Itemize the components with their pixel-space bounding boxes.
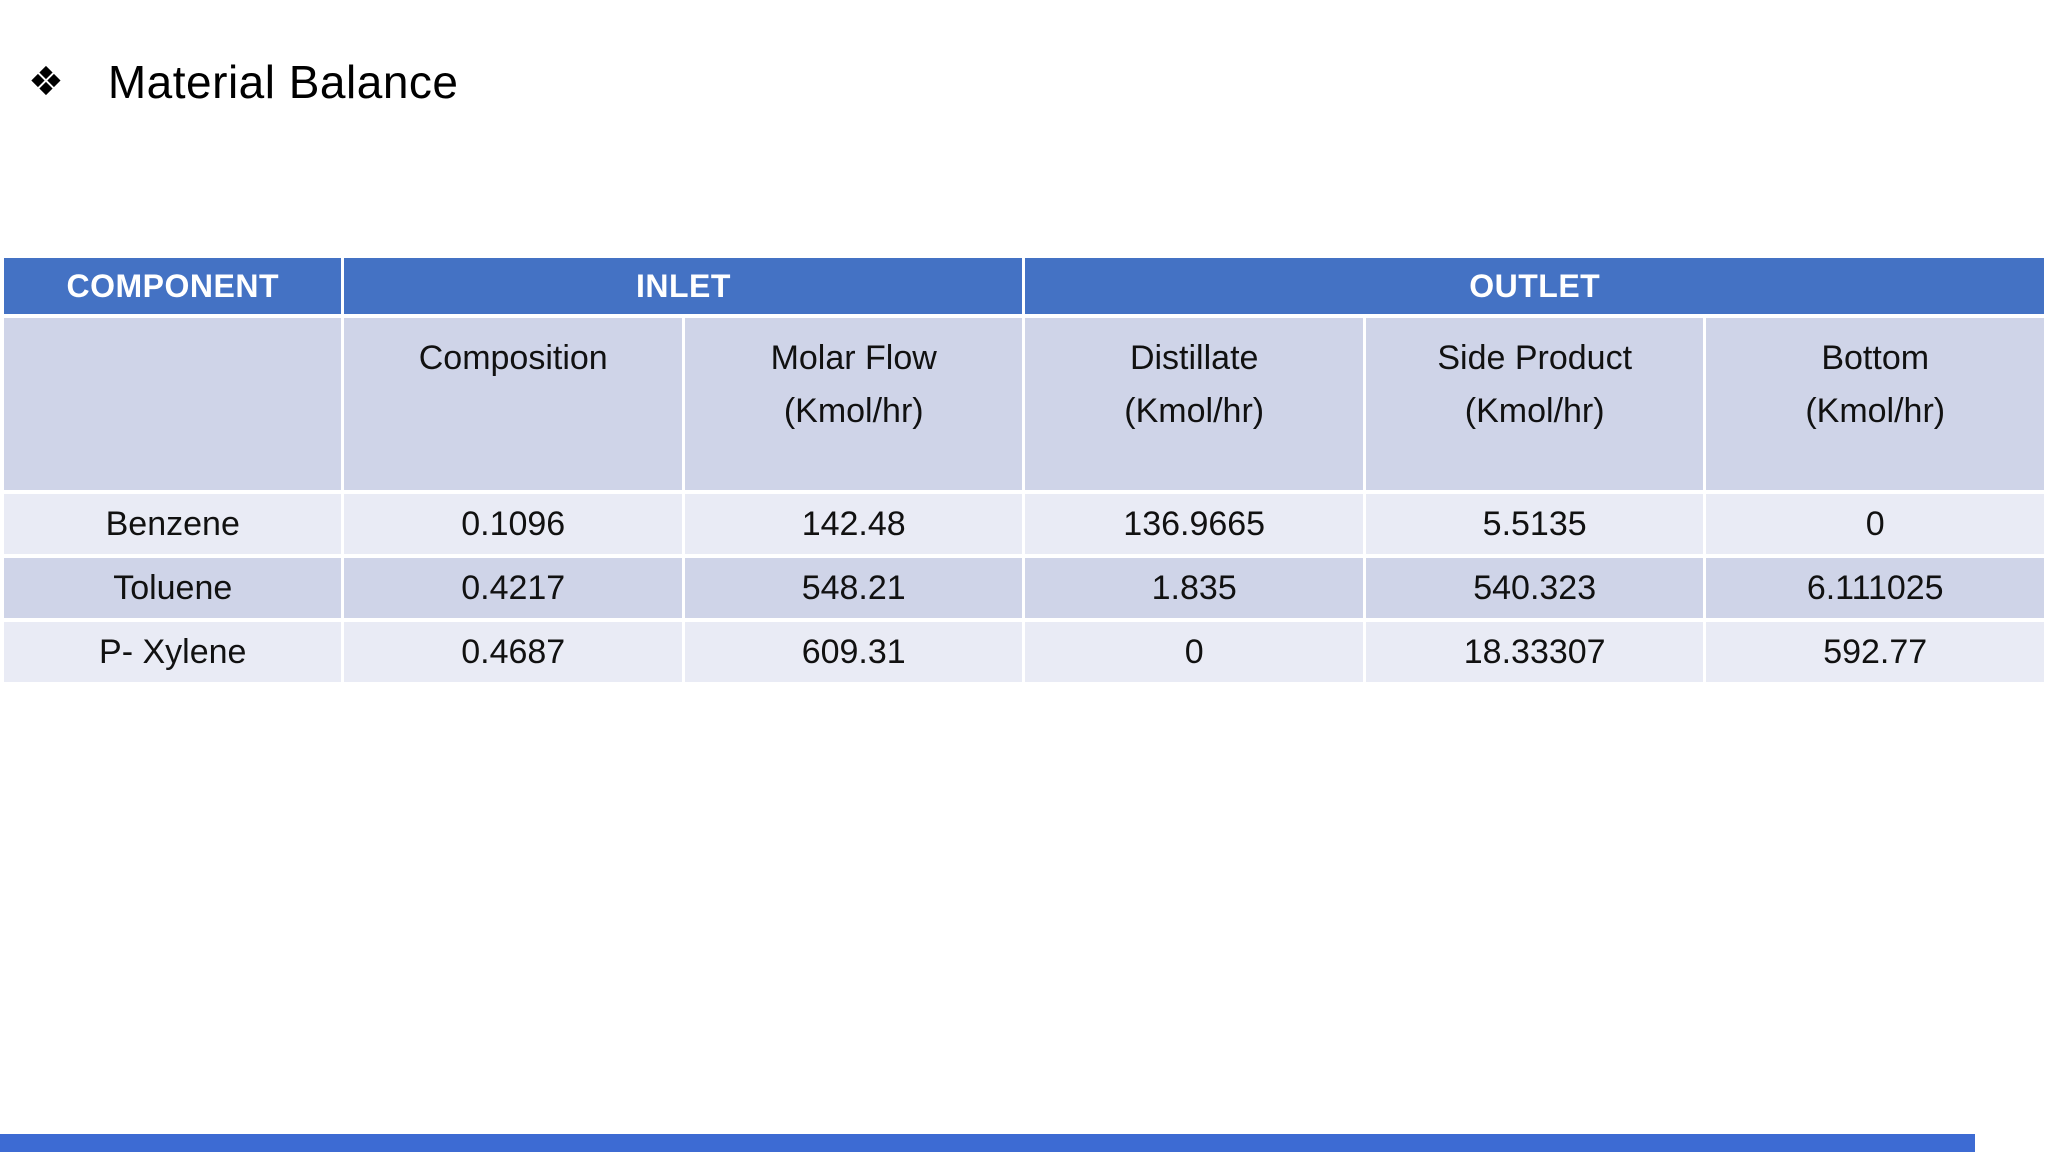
table-subheader-row: Composition Molar Flow (Kmol/hr) Distill…	[4, 318, 2044, 490]
material-balance-table: COMPONENT INLET OUTLET Composition Molar…	[1, 254, 2047, 686]
diamond-bullet-icon: ❖	[28, 60, 64, 105]
table-cell: 0	[1025, 622, 1363, 682]
subheader-cell-distillate: Distillate (Kmol/hr)	[1025, 318, 1363, 490]
header-cell-inlet: INLET	[344, 258, 1023, 314]
page-title: Material Balance	[107, 56, 459, 108]
subheader-label: Distillate	[1129, 339, 1259, 377]
table-header-row: COMPONENT INLET OUTLET	[4, 258, 2044, 314]
table-cell: 0.4217	[344, 558, 682, 618]
subheader-label: Bottom	[1821, 339, 1930, 377]
table-cell: 609.31	[684, 622, 1023, 682]
table-row-toluene: Toluene 0.4217 548.21 1.835 540.323 6.11…	[4, 558, 2044, 618]
subheader-unit: (Kmol/hr)	[783, 391, 924, 430]
subheader-unit: (Kmol/hr)	[1464, 391, 1605, 430]
table-cell: 142.48	[684, 494, 1023, 554]
table-cell: 0.1096	[344, 494, 682, 554]
table-cell: 18.33307	[1365, 622, 1704, 682]
component-name-cell: P- Xylene	[4, 622, 342, 682]
table-cell: 548.21	[684, 558, 1023, 618]
component-name-cell: Toluene	[4, 558, 342, 618]
subheader-cell-side-product: Side Product (Kmol/hr)	[1365, 318, 1704, 490]
header-cell-outlet: OUTLET	[1025, 258, 2044, 314]
table-cell: 0.4687	[344, 622, 682, 682]
table-cell: 540.323	[1365, 558, 1704, 618]
table-cell: 0	[1706, 494, 2044, 554]
table-cell: 136.9665	[1025, 494, 1363, 554]
subheader-unit: (Kmol/hr)	[1805, 391, 1946, 430]
component-name-cell: Benzene	[4, 494, 342, 554]
table-cell: 592.77	[1706, 622, 2044, 682]
slide-title-row: ❖ Material Balance	[28, 56, 458, 109]
subheader-label: Side Product	[1437, 339, 1633, 377]
table-row-p-xylene: P- Xylene 0.4687 609.31 0 18.33307 592.7…	[4, 622, 2044, 682]
subheader-cell-composition: Composition	[344, 318, 682, 490]
subheader-unit: (Kmol/hr)	[1124, 391, 1265, 430]
table-row-benzene: Benzene 0.1096 142.48 136.9665 5.5135 0	[4, 494, 2044, 554]
table-cell: 1.835	[1025, 558, 1363, 618]
table-cell: 5.5135	[1365, 494, 1704, 554]
subheader-cell-empty	[4, 318, 342, 490]
subheader-label: Molar Flow	[770, 339, 937, 377]
subheader-label: Composition	[418, 339, 608, 377]
header-cell-component: COMPONENT	[4, 258, 342, 314]
video-progress-bar[interactable]	[0, 1134, 1975, 1152]
table-cell: 6.111025	[1706, 558, 2044, 618]
subheader-cell-bottom: Bottom (Kmol/hr)	[1706, 318, 2044, 490]
subheader-cell-molar-flow: Molar Flow (Kmol/hr)	[684, 318, 1023, 490]
